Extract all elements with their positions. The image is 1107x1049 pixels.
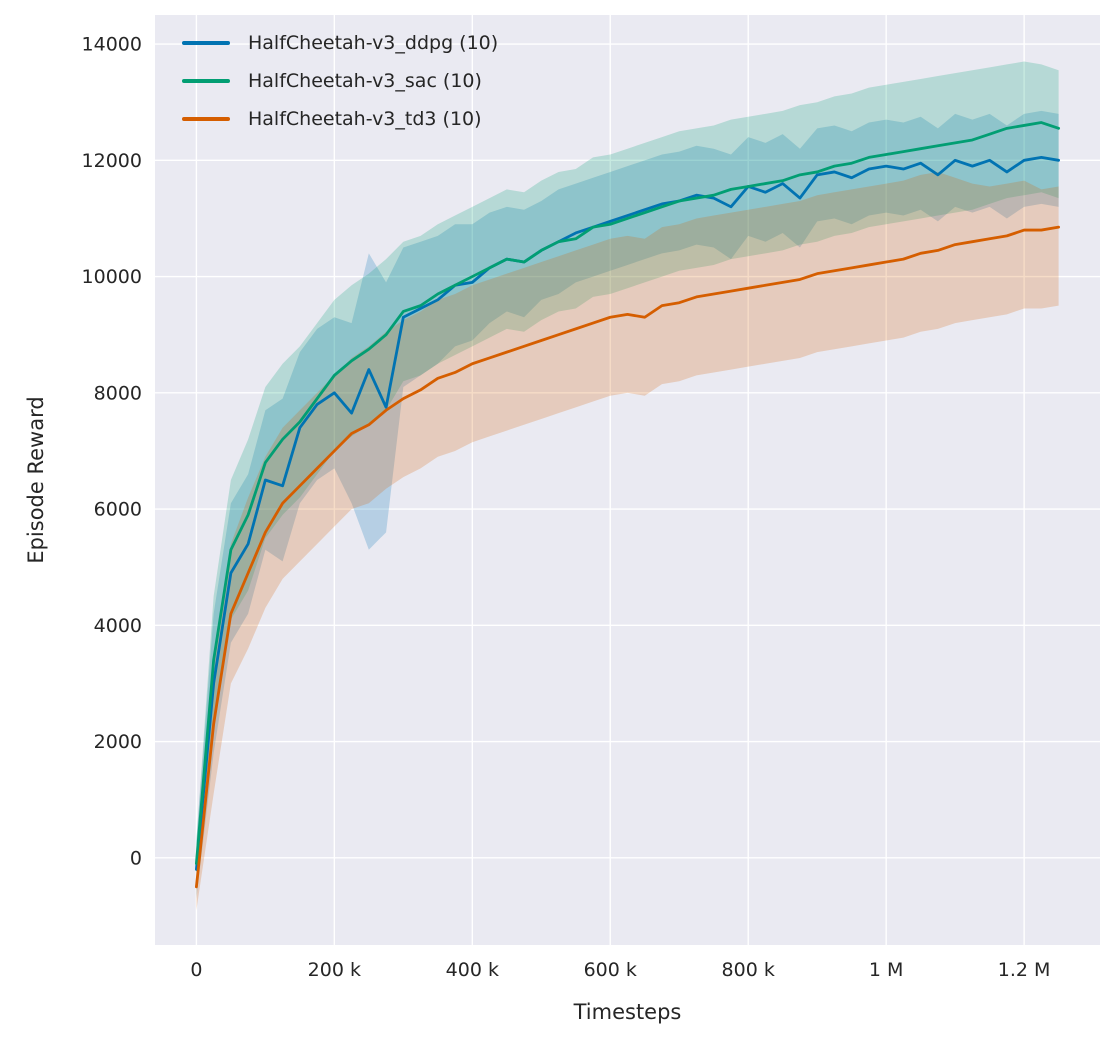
- svg-text:6000: 6000: [94, 499, 142, 521]
- legend: HalfCheetah-v3_ddpg (10) HalfCheetah-v3_…: [182, 30, 498, 131]
- legend-item-sac: HalfCheetah-v3_sac (10): [182, 68, 498, 93]
- legend-swatch-td3-icon: [182, 116, 230, 121]
- svg-text:0: 0: [130, 847, 142, 869]
- svg-text:600 k: 600 k: [584, 959, 637, 981]
- svg-text:400 k: 400 k: [446, 959, 499, 981]
- legend-label-ddpg: HalfCheetah-v3_ddpg (10): [248, 31, 499, 54]
- svg-text:14000: 14000: [82, 34, 142, 56]
- svg-text:12000: 12000: [82, 150, 142, 172]
- svg-text:1.2 M: 1.2 M: [998, 959, 1051, 981]
- legend-label-sac: HalfCheetah-v3_sac (10): [248, 69, 482, 92]
- svg-text:200 k: 200 k: [308, 959, 361, 981]
- legend-item-td3: HalfCheetah-v3_td3 (10): [182, 106, 498, 131]
- legend-item-ddpg: HalfCheetah-v3_ddpg (10): [182, 30, 498, 55]
- y-axis-label: Episode Reward: [24, 396, 48, 564]
- legend-swatch-ddpg-icon: [182, 40, 230, 45]
- x-axis-label: Timesteps: [573, 1000, 682, 1024]
- svg-text:8000: 8000: [94, 382, 142, 404]
- svg-text:10000: 10000: [82, 266, 142, 288]
- svg-text:2000: 2000: [94, 731, 142, 753]
- legend-swatch-sac-icon: [182, 78, 230, 83]
- svg-text:4000: 4000: [94, 615, 142, 637]
- svg-text:0: 0: [190, 959, 202, 981]
- legend-label-td3: HalfCheetah-v3_td3 (10): [248, 107, 482, 130]
- svg-text:800 k: 800 k: [722, 959, 775, 981]
- svg-text:1 M: 1 M: [869, 959, 904, 981]
